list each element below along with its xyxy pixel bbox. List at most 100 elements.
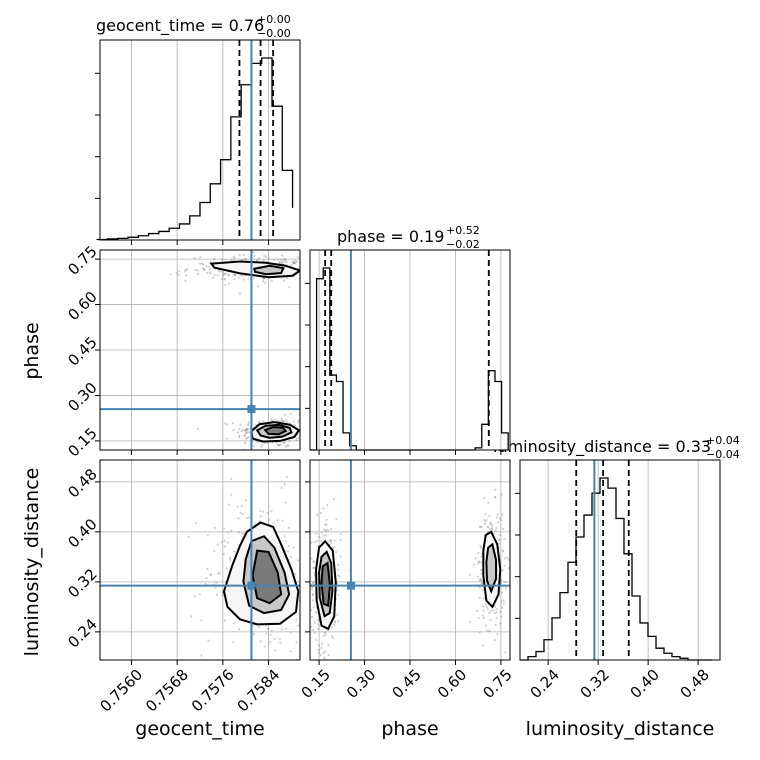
scatter-point: [237, 517, 240, 520]
contour-line-upper-inner: [253, 264, 285, 276]
scatter-point: [243, 429, 246, 432]
scatter-point: [222, 274, 225, 277]
scatter-point: [507, 558, 510, 561]
scatter-point: [313, 560, 316, 563]
scatter-point: [327, 653, 330, 657]
scatter-point: [276, 519, 279, 522]
scatter-point: [478, 631, 481, 634]
scatter-point: [282, 260, 285, 263]
contour-line-core: [263, 425, 288, 436]
scatter-point: [478, 525, 481, 528]
scatter-point: [245, 428, 248, 431]
scatter-point: [322, 507, 325, 510]
scatter-point: [244, 258, 248, 261]
scatter-point: [479, 569, 483, 572]
scatter-point: [283, 535, 286, 538]
panel-frame: [99, 459, 301, 661]
scatter-point: [494, 488, 497, 491]
scatter-point: [482, 609, 485, 612]
scatter-point: [244, 431, 247, 435]
scatter-point: [312, 599, 315, 602]
scatter-point: [486, 525, 489, 528]
scatter-point: [216, 274, 219, 277]
scatter-point: [240, 532, 243, 535]
scatter-point: [323, 528, 326, 531]
scatter-point: [322, 534, 325, 537]
scatter-point: [227, 274, 231, 277]
scatter-point: [248, 431, 251, 434]
scatter-point: [275, 441, 278, 444]
tick-label-y: 0.75: [64, 242, 100, 278]
ylabel-phase: phase: [21, 322, 43, 379]
scatter-point: [329, 539, 332, 542]
truth-marker: [247, 581, 256, 590]
scatter-point: [310, 625, 313, 628]
scatter-point: [311, 593, 315, 597]
scatter-point: [285, 476, 289, 479]
scatter-point: [241, 513, 245, 516]
scatter-point: [273, 259, 276, 262]
scatter-point: [489, 528, 492, 531]
scatter-point: [201, 267, 205, 270]
scatter-point: [323, 650, 327, 654]
scatter-point: [495, 526, 498, 530]
scatter-point: [245, 436, 248, 440]
scatter-point: [280, 259, 283, 262]
scatter-point: [335, 517, 338, 521]
contour-line-outer: [250, 421, 300, 443]
scatter-point: [477, 616, 480, 620]
scatter-point: [220, 277, 223, 281]
scatter-point: [296, 559, 300, 562]
scatter-point: [339, 555, 342, 558]
scatter-point: [316, 544, 319, 547]
scatter-point: [223, 619, 226, 622]
scatter-point: [480, 525, 483, 528]
scatter-point: [289, 556, 293, 559]
scatter-point: [317, 623, 320, 626]
scatter-point: [282, 258, 285, 261]
scatter-point: [293, 423, 296, 426]
scatter-point: [276, 443, 279, 446]
tick-label-y: 0.60: [64, 288, 100, 324]
scatter-point: [501, 569, 504, 572]
scatter-point: [223, 545, 226, 548]
scatter-point: [284, 258, 287, 261]
scatter-point: [498, 538, 501, 541]
scatter-point: [288, 422, 292, 425]
scatter-point: [244, 429, 247, 432]
scatter-point: [307, 266, 309, 268]
scatter-point: [196, 269, 199, 272]
scatter-point: [229, 558, 232, 561]
scatter-point: [498, 517, 502, 520]
scatter-point: [303, 422, 305, 424]
scatter-point: [500, 606, 504, 609]
scatter-point: [292, 546, 295, 549]
scatter-point: [303, 430, 305, 432]
scatter-point: [486, 607, 489, 610]
xlabel-geocent-time: geocent_time: [135, 718, 264, 740]
title-geocent-time: geocent_time = 0.76 +0.00 −0.00: [96, 13, 291, 40]
scatter-point: [476, 575, 479, 578]
scatter-point: [252, 277, 255, 280]
scatter-point: [339, 532, 342, 535]
scatter-point: [292, 420, 295, 423]
scatter-point: [477, 560, 480, 563]
scatter-point: [268, 641, 272, 644]
scatter-point: [316, 513, 319, 516]
scatter-point: [331, 636, 334, 639]
scatter-point: [483, 522, 487, 525]
scatter-point: [303, 433, 305, 435]
scatter-point: [291, 260, 294, 264]
scatter-point: [284, 259, 287, 262]
scatter-point: [497, 542, 500, 545]
xlabel-luminosity-distance: luminosity_distance: [526, 718, 715, 740]
scatter-point: [232, 255, 236, 258]
scatter-point: [295, 439, 298, 442]
scatter-point: [312, 606, 315, 609]
scatter-point: [320, 531, 323, 534]
scatter-point: [184, 274, 188, 277]
scatter-point: [502, 599, 505, 602]
scatter-point: [253, 254, 256, 258]
svg-text:luminosity_distance = 0.33: luminosity_distance = 0.33: [493, 437, 711, 457]
